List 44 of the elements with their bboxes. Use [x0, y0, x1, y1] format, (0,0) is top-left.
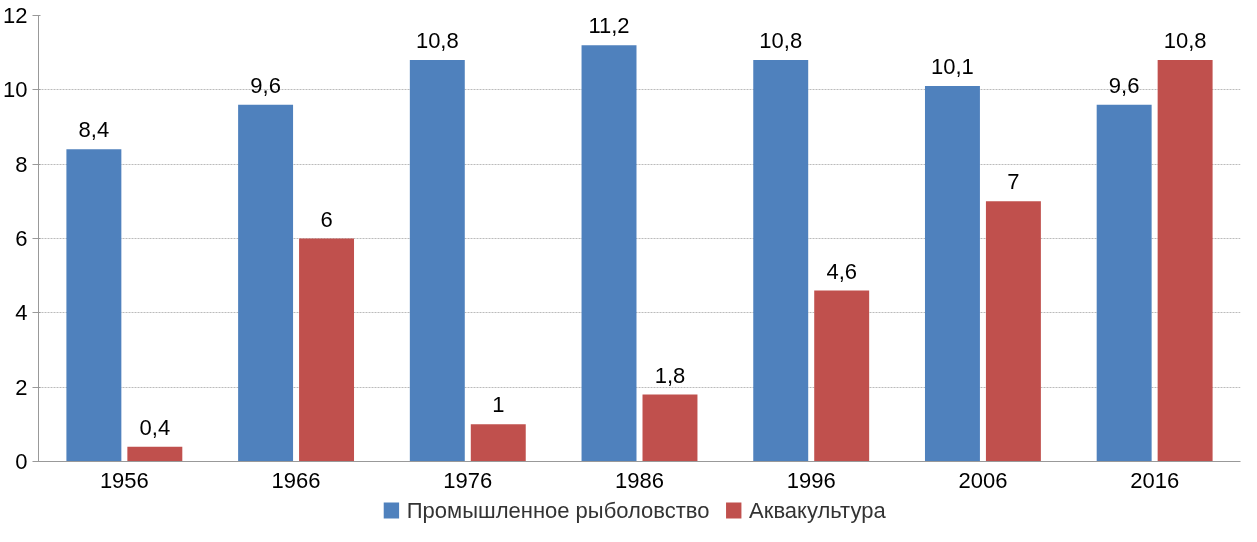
bar: [66, 149, 122, 462]
bar: [470, 424, 526, 462]
data-label: 1,8: [654, 362, 686, 388]
data-label: 10,8: [415, 28, 459, 54]
data-label: 10,1: [931, 54, 974, 80]
bar: [985, 201, 1041, 462]
bar: [581, 45, 637, 462]
bar: [1157, 60, 1213, 462]
data-label: 0,4: [139, 414, 171, 440]
bar: [924, 86, 980, 462]
bar: [1096, 104, 1152, 462]
bar: [753, 60, 809, 462]
x-tick-label: 1976: [443, 467, 493, 493]
y-tick-label: 2: [15, 374, 28, 400]
data-label: 7: [1007, 169, 1020, 195]
bar: [299, 238, 355, 462]
legend-label: Промышленное рыболовство: [406, 498, 710, 523]
data-label: 9,6: [250, 72, 281, 98]
bar: [814, 290, 870, 462]
bar: [127, 446, 183, 462]
legend-label: Аквакультура: [749, 498, 887, 523]
data-label: 10,8: [759, 28, 803, 54]
x-tick-label: 1956: [99, 467, 149, 493]
data-label: 9,6: [1108, 72, 1140, 98]
y-tick-label: 10: [3, 77, 28, 103]
data-label: 11,2: [588, 13, 630, 39]
bar: [409, 60, 465, 462]
data-label: 4,6: [826, 258, 857, 284]
data-label: 6: [320, 206, 333, 232]
data-label: 10,8: [1163, 28, 1207, 54]
x-tick-label: 1996: [786, 467, 836, 493]
x-tick-label: 2016: [1130, 467, 1180, 493]
x-tick-label: 2006: [958, 467, 1008, 493]
bar: [642, 394, 698, 462]
data-label: 8,4: [78, 117, 110, 143]
y-tick-label: 8: [15, 151, 28, 177]
y-tick-label: 6: [15, 226, 28, 251]
y-tick-label: 4: [15, 300, 28, 326]
y-tick-label: 12: [3, 3, 28, 28]
data-label: 1: [492, 392, 505, 418]
y-tick-label: 0: [15, 449, 28, 474]
x-tick-label: 1986: [615, 467, 664, 493]
bar: [238, 104, 294, 462]
x-tick-label: 1966: [271, 467, 321, 493]
